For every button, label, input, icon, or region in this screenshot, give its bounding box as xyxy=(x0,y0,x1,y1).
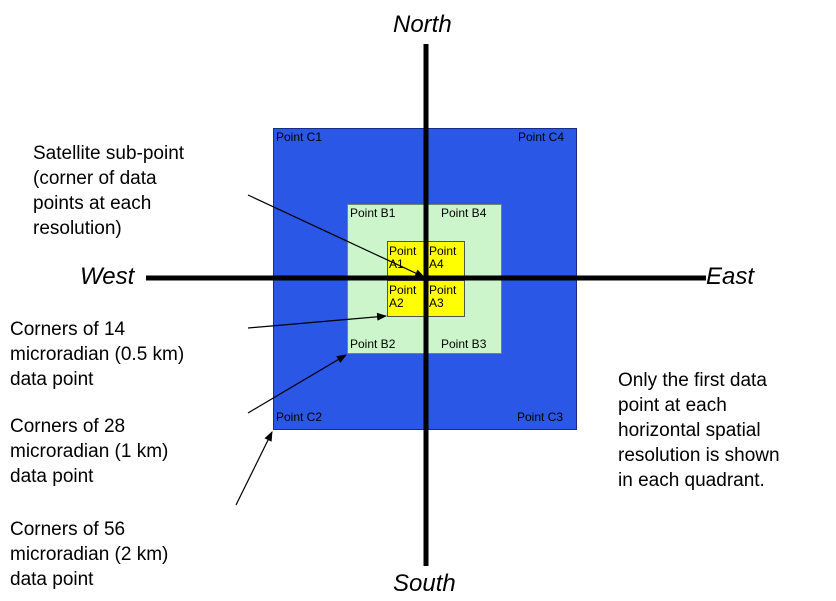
east-label: East xyxy=(706,263,755,290)
corners-14-arrow xyxy=(247,312,387,329)
south-label: South xyxy=(393,570,456,597)
point-a4-label: Point A4 xyxy=(429,244,457,271)
point-c3-label: Point C3 xyxy=(517,410,564,424)
point-b1-label: Point B1 xyxy=(350,206,396,220)
west-label: West xyxy=(80,263,135,290)
point-b4-label: Point B4 xyxy=(441,206,487,220)
subpoint-annotation: Satellite sub-point (corner of data poin… xyxy=(33,143,185,239)
point-c2-label: Point C2 xyxy=(276,410,323,424)
point-c1-label: Point C1 xyxy=(276,130,323,144)
resolution-note: Only the first data point at each horizo… xyxy=(618,370,780,491)
north-label: North xyxy=(393,11,452,38)
point-a2-cell xyxy=(387,280,426,317)
corners-56-arrow xyxy=(235,431,273,506)
point-b3-label: Point B3 xyxy=(441,337,487,351)
point-c4-label: Point C4 xyxy=(518,130,565,144)
point-a3-label: Point A3 xyxy=(429,283,457,310)
corners-56-annotation: Corners of 56 microradian (2 km) data po… xyxy=(10,519,169,590)
point-a4-cell xyxy=(426,241,465,278)
subpoint-arrow xyxy=(247,194,425,278)
point-a2-label: Point A2 xyxy=(389,283,417,310)
corners-28-arrow xyxy=(247,354,347,414)
point-b2-label: Point B2 xyxy=(350,337,396,351)
corners-14-annotation: Corners of 14 microradian (0.5 km) data … xyxy=(10,319,185,390)
corners-28-annotation: Corners of 28 microradian (1 km) data po… xyxy=(10,416,169,487)
